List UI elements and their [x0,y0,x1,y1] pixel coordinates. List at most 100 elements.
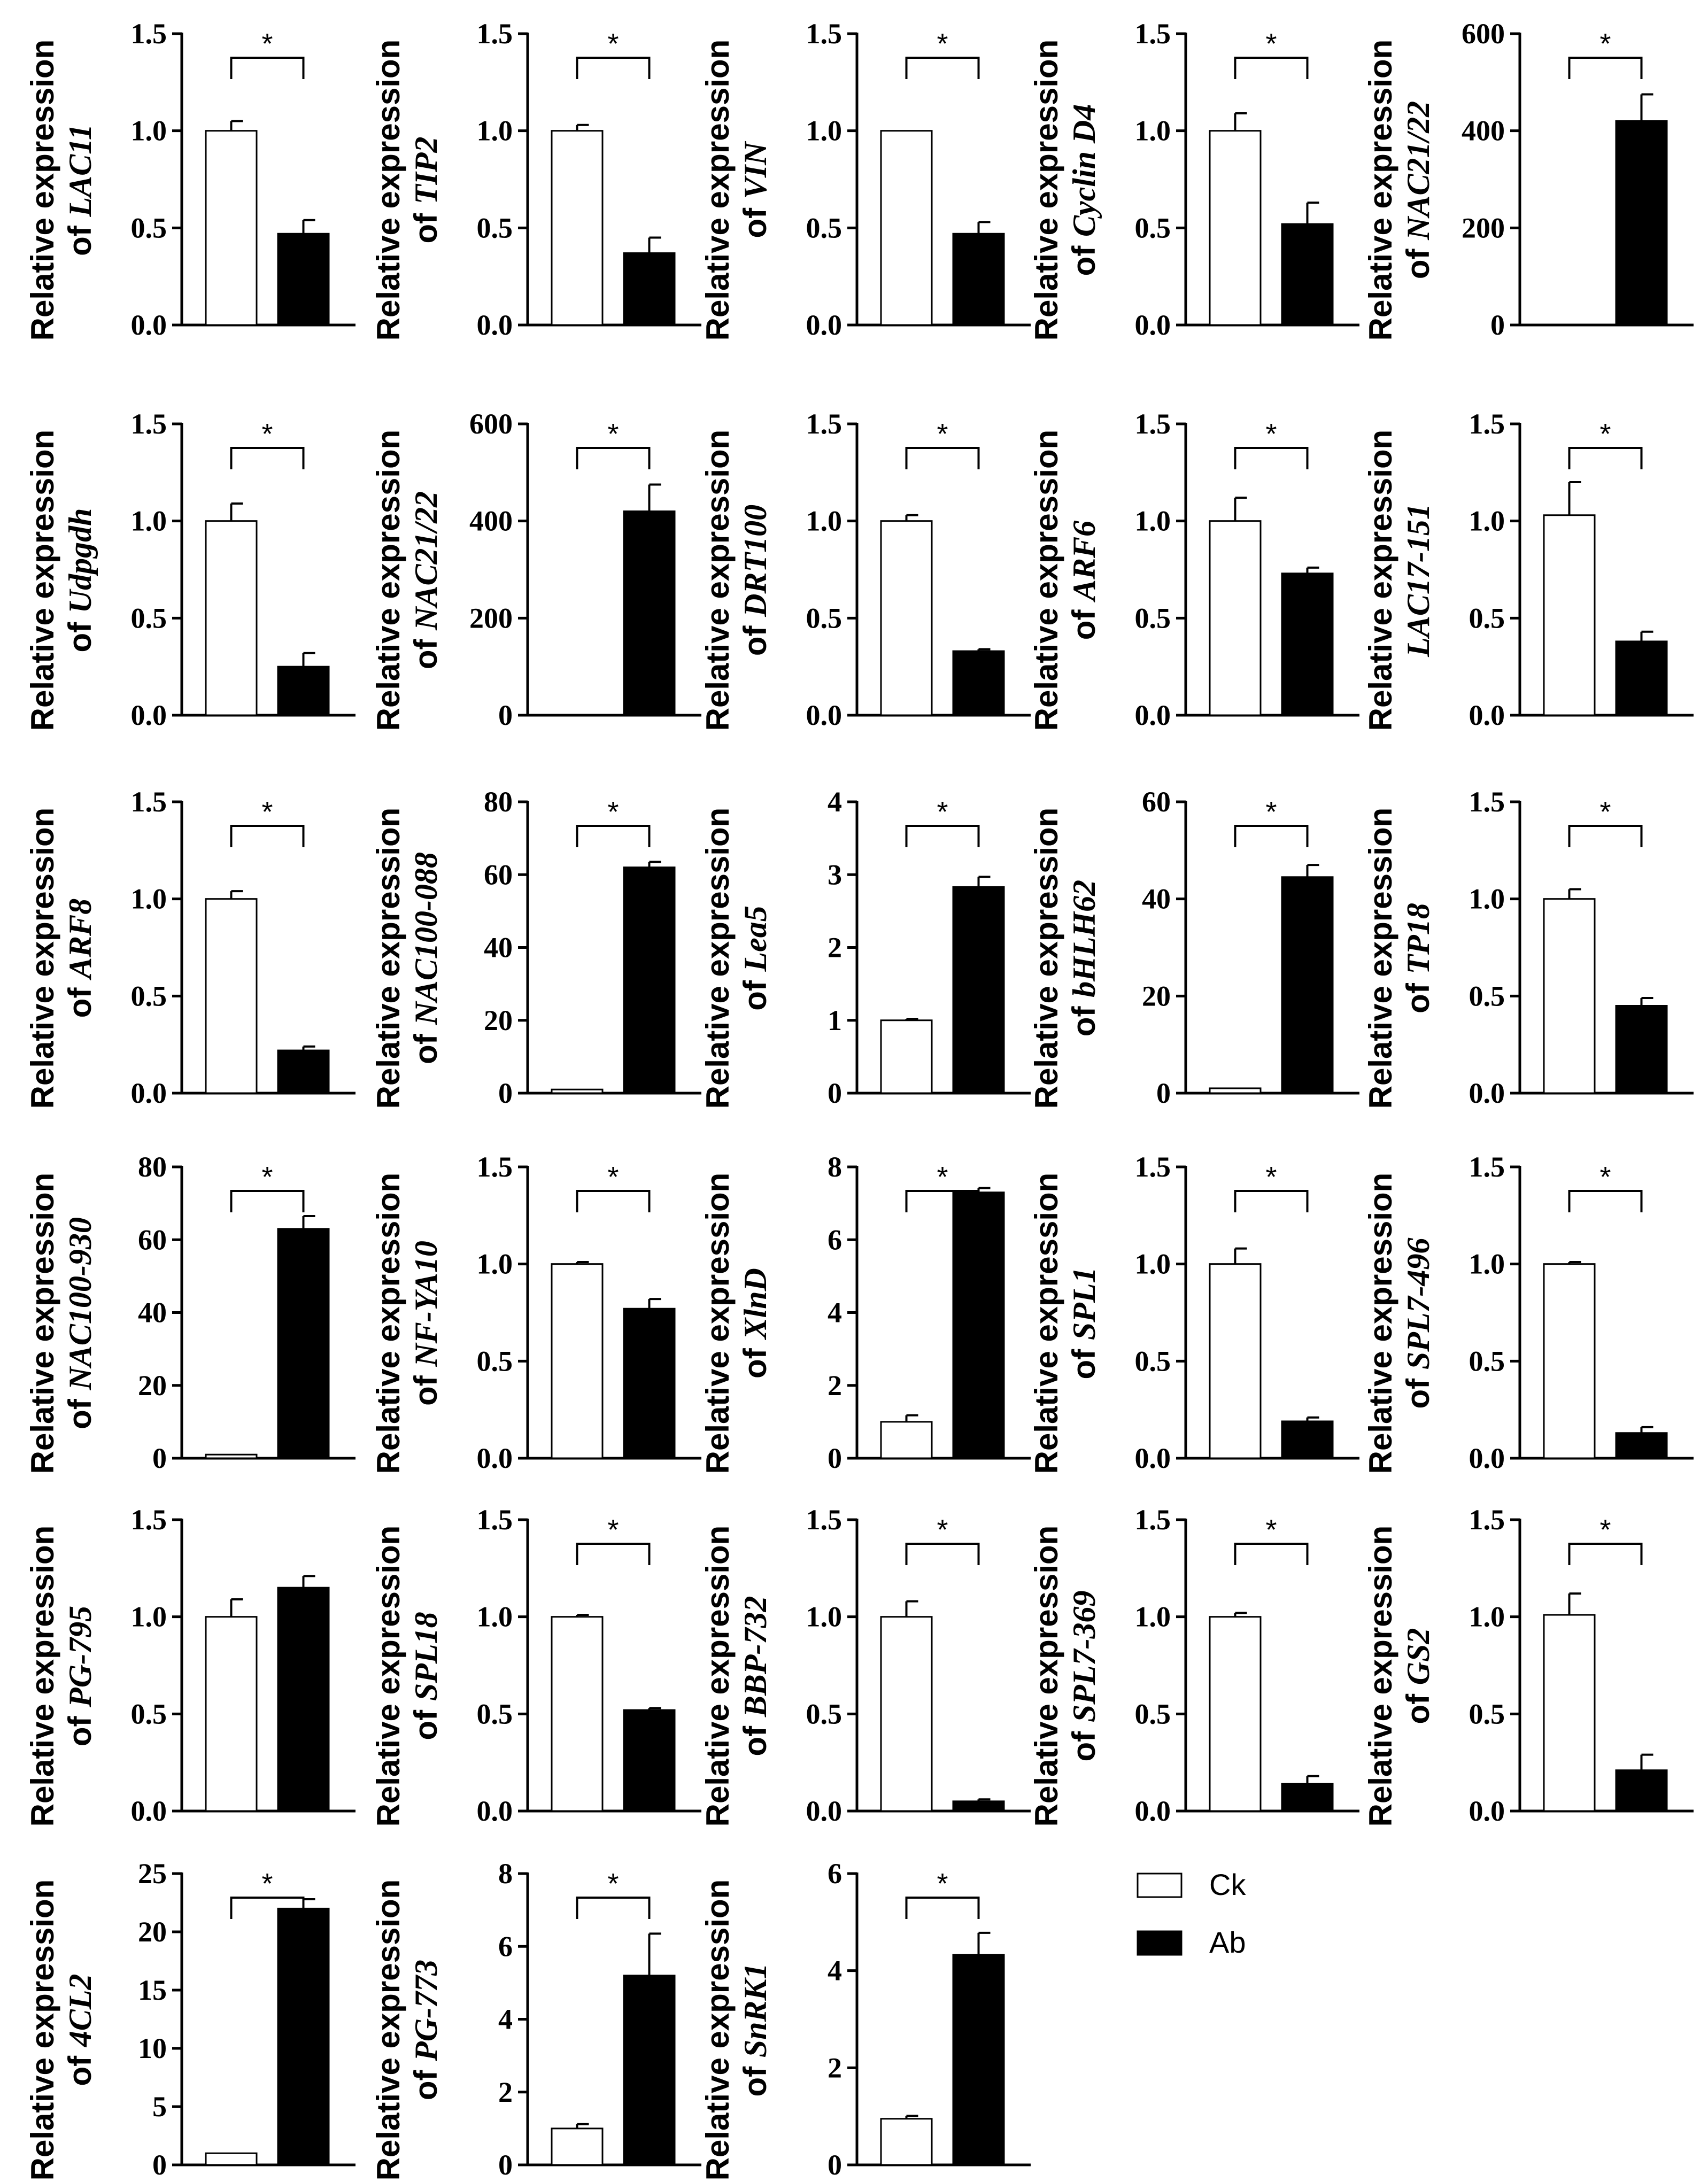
y-axis-label: Relative expressionof NAC100-930 [25,1173,98,1474]
y-tick-label: 1.0 [131,883,167,915]
y-tick-label: 200 [1462,212,1505,244]
bar-ab [952,886,1005,1094]
chart-panel-18: 0 2 4 6 8 * Relative expressionof XlnD [700,1151,1031,1474]
gene-name: GS2 [1401,1628,1436,1685]
y-axis-label-line1: Relative expression [1363,808,1398,1109]
bar-ab [277,1587,330,1812]
legend-swatch-ck [1137,1873,1183,1898]
bar-ck [880,1616,933,1812]
significance-bracket [230,825,305,847]
bar-ab [952,233,1005,326]
y-axis-label: Relative expressionof Lea5 [700,808,773,1109]
significance-bracket [1568,447,1643,469]
gene-name: XlnD [738,1268,773,1340]
y-tick-label: 0 [498,2149,513,2181]
y-axis-label-of: of [62,2047,98,2086]
gene-name: Udpgdh [63,508,98,613]
bar-ck [551,130,604,326]
bar-ab [952,650,1005,716]
y-axis-label: Relative expressionof Udpgdh [25,430,98,731]
significance-bracket [905,1543,980,1565]
y-axis-label-of: of [62,613,98,652]
y-tick-label: 1.0 [1469,1248,1505,1280]
y-tick-label: 1.0 [1135,1601,1171,1633]
y-tick-label: 0.5 [131,1698,167,1730]
significance-bracket [1234,825,1309,847]
chart-panel-26: 0 5 10 15 20 25 * Relative expressionof 4CL2 [25,1858,355,2181]
y-tick-label: 1.5 [477,18,513,50]
significance-bracket [1568,1543,1643,1565]
gene-name: SPL1 [1066,1267,1102,1341]
y-axis-label: Relative expressionof VIN [700,40,773,341]
y-tick-label: 6 [498,1930,513,1962]
y-tick-label: 0.0 [131,1795,167,1827]
chart-panel-22: 0.0 0.5 1.0 1.5 * Relative expressionof SPL18 [370,1504,701,1827]
bar-ab [1281,572,1334,716]
bar-ck [1543,514,1596,716]
y-axis-label: Relative expressionof NAC21/22 [370,430,444,731]
y-axis-label-line2: of NAC21/22 [408,491,444,669]
bar-ck [880,1019,933,1094]
y-axis-label-line2: of NAC21/22 [1400,101,1436,279]
y-axis-label-line2: of ARF8 [62,899,98,1018]
bar-ck [205,1616,258,1812]
significance-bracket [576,825,651,847]
y-axis-label-line1: Relative expression [370,808,406,1109]
y-tick-label: 0.5 [1469,602,1505,634]
y-tick-label: 60 [484,858,513,891]
y-axis-label: Relative expressionof SPL18 [370,1526,444,1827]
y-axis-label-of: of [1400,1369,1436,1409]
y-axis-label-of: of [1066,1340,1102,1379]
bar-ck [1209,1616,1262,1812]
y-tick-label: 0.5 [806,1698,843,1730]
y-tick-label: 0.0 [477,309,513,341]
y-tick-label: 0.5 [806,212,843,244]
chart-panel-12: 0 20 40 60 80 * Relative expressionof NAC100-0… [370,786,701,1109]
y-tick-label: 0.5 [477,212,513,244]
bar-ck [1543,1263,1596,1459]
y-tick-label: 0.5 [477,1698,513,1730]
y-tick-label: 0.0 [806,699,843,731]
chart-panel-14: 0 20 40 60 * Relative expressionof bHLH62 [1029,786,1359,1109]
y-axis-label: Relative expressionof SnRK1 [700,1879,773,2181]
y-tick-label: 1.0 [477,1248,513,1280]
y-axis-label-line1: Relative expression [25,430,60,731]
gene-name: SPL7-496 [1401,1238,1436,1370]
bar-ck [205,130,258,326]
significance-star: * [1265,1514,1277,1546]
y-axis-label-of: of [737,199,773,238]
chart-panel-3: 0.0 0.5 1.0 1.5 * Relative expressionof VIN [700,18,1031,341]
y-axis-label-line1: Relative expression [370,1526,406,1827]
y-axis-label-of: of [62,1707,98,1746]
bar-ab [623,1975,676,2166]
significance-bracket [905,57,980,79]
y-axis-label-line2: of PG-773 [408,1960,444,2100]
y-axis-label-line1: Relative expression [1363,40,1398,341]
significance-star: * [1265,796,1277,828]
y-tick-label: 0 [828,1077,842,1109]
y-tick-label: 1.0 [1469,1601,1505,1633]
y-axis-label-of: of [1400,240,1436,279]
significance-star: * [261,418,273,450]
y-tick-label: 2 [828,932,842,964]
significance-star: * [261,1868,273,1900]
bar-ab [952,1191,1005,1459]
significance-star: * [937,418,948,450]
y-axis-label: Relative expressionof LAC11 [25,40,98,341]
y-tick-label: 0.5 [131,980,167,1012]
chart-panel-20: 0.0 0.5 1.0 1.5 * Relative expressionof SPL7-… [1363,1151,1694,1474]
y-axis-label-line1: Relative expression [1363,1526,1398,1827]
chart-panel-7: 0 200 400 600 * Relative expressionof NAC21/2… [370,408,701,731]
y-axis-label-of: of [737,971,773,1010]
y-tick-label: 3 [828,858,842,891]
y-tick-label: 0.5 [131,212,167,244]
y-tick-label: 1.0 [131,115,167,147]
chart-panel-10: 0.0 0.5 1.0 1.5 * Relative expressionLAC17-15… [1363,408,1694,731]
y-tick-label: 0.0 [1135,309,1171,341]
y-axis-label: Relative expressionLAC17-151 [1363,430,1436,731]
significance-bracket [1568,825,1643,847]
bar-ab [1615,1769,1668,1812]
y-axis-label-line1: Relative expression [1363,430,1398,731]
chart-panel-16: 0 20 40 60 80 * Relative expressionof NAC100-9… [25,1151,355,1474]
